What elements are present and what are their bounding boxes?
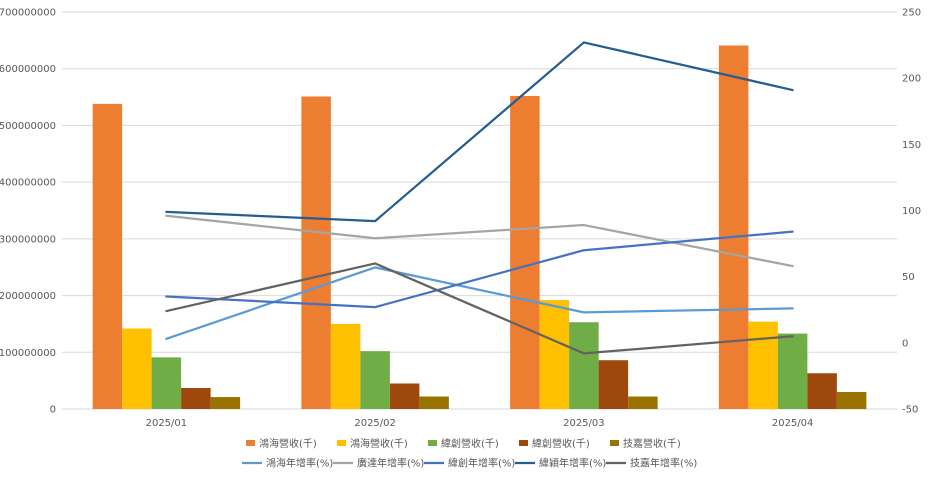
category-tick-label: 2025/03 xyxy=(563,418,605,429)
bar xyxy=(539,300,570,409)
legend-label: 技嘉年增率(%) xyxy=(630,457,697,470)
left-axis-tick-label: 100000000 xyxy=(0,348,56,359)
bar xyxy=(301,96,331,410)
bar xyxy=(510,95,540,410)
bar xyxy=(718,45,749,410)
bar xyxy=(836,391,867,409)
legend-label: 廣達年增率(%) xyxy=(357,457,424,470)
legend-swatch xyxy=(428,440,437,446)
legend-swatch xyxy=(337,440,346,446)
bar xyxy=(777,333,808,409)
series-line xyxy=(165,266,794,340)
right-axis-tick-label: 150 xyxy=(902,140,921,151)
left-axis-tick-label: 400000000 xyxy=(0,178,56,189)
legend: 鴻海營收(千) 鴻海營收(千) 緯創營收(千) 緯創營收(千) 技嘉營收(千) 鴻海年增率… xyxy=(242,437,697,470)
left-axis-tick-label: 600000000 xyxy=(0,64,56,75)
legend-label: 緯創營收(千) xyxy=(532,437,590,450)
bar xyxy=(181,388,211,409)
bar xyxy=(92,103,123,410)
left-axis-tick-label: 0 xyxy=(50,405,56,416)
bar xyxy=(569,322,599,409)
bar xyxy=(419,396,449,409)
right-axis-tick-label: 100 xyxy=(902,206,921,217)
category-tick-label: 2025/02 xyxy=(354,418,396,429)
legend-label: 鴻海營收(千) xyxy=(259,437,317,450)
series-line xyxy=(165,230,794,309)
bar xyxy=(122,328,152,409)
legend-label: 緯穎年增率(%) xyxy=(539,457,606,470)
bar xyxy=(628,396,658,409)
right-axis-tick-label: 0 xyxy=(902,338,908,349)
legend-label: 技嘉營收(千) xyxy=(623,437,681,450)
bar xyxy=(598,360,629,409)
left-axis-tick-label: 300000000 xyxy=(0,234,56,245)
bar-series-group xyxy=(92,45,867,410)
bar xyxy=(748,321,778,409)
left-axis-tick-label: 700000000 xyxy=(0,8,56,19)
legend-label: 鴻海營收(千) xyxy=(350,437,408,450)
category-tick-label: 2025/01 xyxy=(146,418,188,429)
legend-label: 鴻海年增率(%) xyxy=(266,457,333,470)
legend-swatch xyxy=(519,440,528,446)
right-axis-tick-label: -50 xyxy=(902,405,918,416)
axes: 0100000000200000000300000000400000000500… xyxy=(0,8,921,430)
legend-swatch xyxy=(610,440,619,446)
legend-label: 緯創年增率(%) xyxy=(448,457,515,470)
category-tick-label: 2025/04 xyxy=(772,418,814,429)
bar xyxy=(210,397,241,409)
right-axis-tick-label: 200 xyxy=(902,74,921,85)
legend-swatch xyxy=(246,440,255,446)
series-line xyxy=(165,262,794,355)
bar xyxy=(330,323,361,409)
left-axis-tick-label: 200000000 xyxy=(0,291,56,302)
bar xyxy=(389,383,420,409)
bar xyxy=(151,357,182,409)
right-axis-tick-label: 50 xyxy=(902,272,915,283)
series-line xyxy=(165,41,794,223)
series-line xyxy=(165,214,794,268)
line-series-group xyxy=(165,41,794,355)
bar xyxy=(807,373,837,409)
right-axis-tick-label: 250 xyxy=(902,8,921,19)
gridlines xyxy=(62,11,897,410)
legend-label: 緯創營收(千) xyxy=(441,437,499,450)
left-axis-tick-label: 500000000 xyxy=(0,121,56,132)
bar xyxy=(360,351,390,409)
